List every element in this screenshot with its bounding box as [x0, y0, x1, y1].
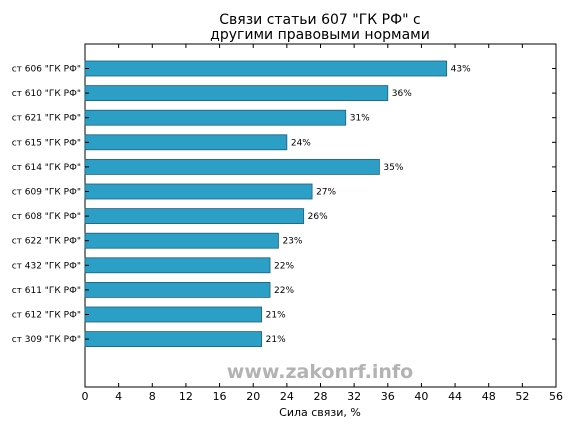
x-tick-label: 16 [213, 390, 227, 403]
data-label: 35% [383, 163, 403, 173]
bar [84, 281, 271, 298]
category-label: ст 621 "ГК РФ" [12, 114, 81, 124]
bar [84, 60, 448, 77]
data-label: 22% [274, 261, 294, 271]
bar [84, 85, 389, 101]
category-label: ст 612 "ГК РФ" [12, 311, 81, 321]
x-tick-label: 24 [280, 390, 294, 403]
bar [84, 232, 279, 249]
category-label: ст 432 "ГК РФ" [12, 261, 81, 271]
chart-title-line-1: Связи статьи 607 "ГК РФ" с [219, 12, 420, 28]
data-label: 21% [266, 311, 286, 321]
category-label: ст 611 "ГК РФ" [12, 286, 81, 296]
category-label: ст 614 "ГК РФ" [12, 163, 81, 173]
x-tick-label: 4 [115, 390, 122, 403]
data-label: 24% [291, 138, 311, 148]
data-label: 21% [266, 335, 286, 345]
x-tick-label: 44 [448, 390, 462, 403]
x-tick-label: 0 [82, 390, 89, 403]
chart-title-line-2: другими правовыми нормами [210, 27, 430, 43]
data-label: 36% [392, 89, 412, 99]
bar [84, 134, 288, 151]
bar [84, 257, 271, 274]
x-axis-label: Сила связи, % [279, 406, 361, 419]
category-label: ст 615 "ГК РФ" [12, 138, 81, 148]
data-label: 31% [350, 114, 370, 124]
x-tick-label: 20 [246, 390, 260, 403]
bar [84, 208, 305, 225]
bar [84, 158, 380, 175]
bar [84, 331, 263, 348]
x-tick-label: 8 [149, 390, 156, 403]
data-label: 27% [316, 188, 336, 198]
bars-layer: ст 606 "ГК РФ" 43% ст 610 "ГК РФ" 36% ст 621… [12, 60, 556, 348]
bar [84, 306, 263, 323]
x-tick-label: 56 [549, 390, 563, 403]
data-label: 23% [282, 237, 302, 247]
data-label: 22% [274, 286, 294, 296]
data-label: 43% [451, 65, 471, 75]
x-tick-label: 52 [515, 390, 529, 403]
watermark: www.zakonrf.info [227, 361, 413, 383]
category-label: ст 608 "ГК РФ" [12, 212, 81, 222]
data-label: 26% [308, 212, 328, 222]
x-tick-label: 36 [381, 390, 395, 403]
bar [84, 109, 347, 126]
bar [84, 183, 313, 200]
x-axis-ticks: 0 4 8 12 16 20 24 28 32 36 40 44 48 52 56 [82, 44, 563, 403]
x-tick-label: 32 [347, 390, 361, 403]
category-label: ст 609 "ГК РФ" [12, 188, 81, 198]
category-label: ст 610 "ГК РФ" [12, 89, 81, 99]
category-label: ст 309 "ГК РФ" [12, 335, 81, 345]
x-tick-label: 12 [179, 390, 193, 403]
category-label: ст 622 "ГК РФ" [12, 237, 81, 247]
category-label: ст 606 "ГК РФ" [12, 65, 81, 75]
x-tick-label: 28 [314, 390, 328, 403]
x-tick-label: 40 [414, 390, 428, 403]
x-tick-label: 48 [482, 390, 496, 403]
